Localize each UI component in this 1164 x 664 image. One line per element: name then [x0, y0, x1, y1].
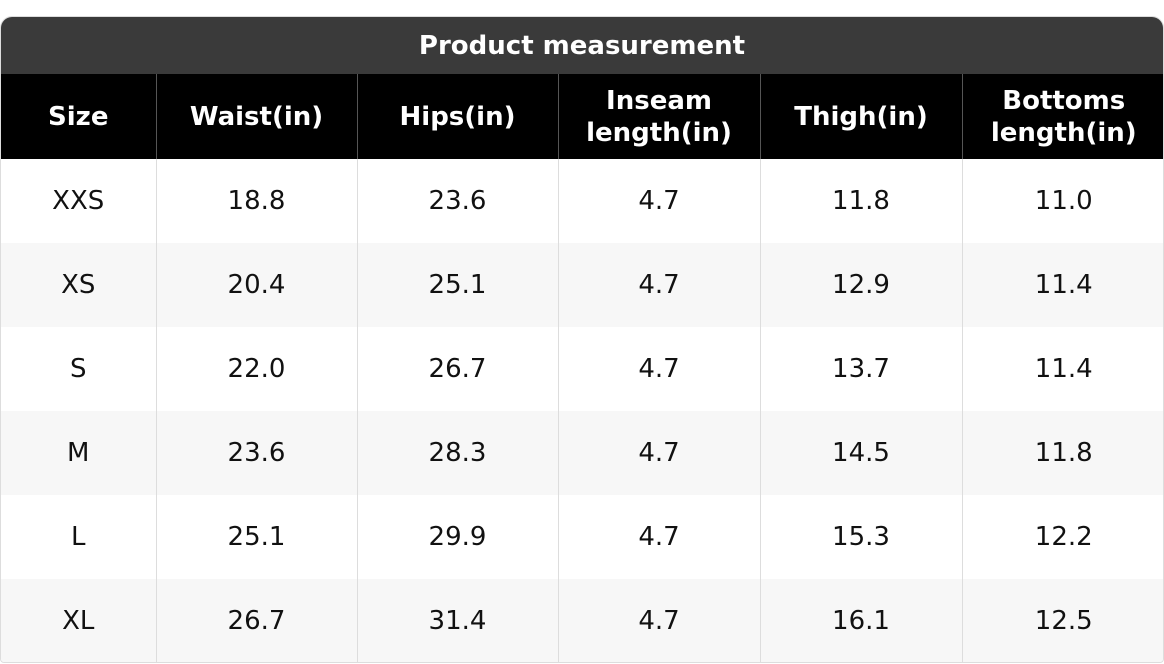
value-cell: 22.0: [155, 327, 357, 411]
header-cell: Inseam length(in): [557, 74, 760, 159]
value-cell: 4.7: [557, 411, 760, 495]
table-row: L 25.1 29.9 4.7 15.3 12.2: [1, 495, 1163, 579]
value-cell: 11.0: [961, 159, 1163, 243]
header-cell: Size: [1, 74, 156, 159]
header-row: Size Waist(in) Hips(in) Inseam length(in) Th…: [1, 74, 1163, 159]
table-body: XXS 18.8 23.6 4.7 11.8 11.0 XS 20.4 25.1 4.7 12.9 1…: [1, 159, 1163, 662]
size-cell: L: [71, 522, 86, 552]
value-cell: 31.4: [356, 579, 558, 662]
table-row: XS 20.4 25.1 4.7 12.9 11.4: [1, 243, 1163, 327]
header-cell: Waist(in): [155, 74, 357, 159]
value-cell: 16.1: [759, 579, 962, 662]
value-cell: 15.3: [759, 495, 962, 579]
size-cell: S: [69, 354, 87, 384]
value-cell: 25.1: [155, 495, 357, 579]
header-cell: Bottoms length(in): [961, 74, 1163, 159]
value-cell: 18.8: [155, 159, 357, 243]
value-cell: 13.7: [759, 327, 962, 411]
table-title: Product measurement: [1, 17, 1163, 74]
value-cell: 4.7: [557, 579, 760, 662]
value-cell: 28.3: [356, 411, 558, 495]
table-row: S 22.0 26.7 4.7 13.7 11.4: [1, 327, 1163, 411]
table-row: M 23.6 28.3 4.7 14.5 11.8: [1, 411, 1163, 495]
value-cell: 4.7: [557, 327, 760, 411]
value-cell: 11.4: [961, 243, 1163, 327]
value-cell: 12.2: [961, 495, 1163, 579]
table-row: XXS 18.8 23.6 4.7 11.8 11.0: [1, 159, 1163, 243]
value-cell: 4.7: [557, 495, 760, 579]
value-cell: 12.5: [961, 579, 1163, 662]
measurement-table: Product measurement Size Waist(in) Hips(in…: [0, 16, 1164, 663]
header-cell: Hips(in): [356, 74, 558, 159]
table-row: XL 26.7 31.4 4.7 16.1 12.5: [1, 579, 1163, 662]
size-cell: XL: [1, 579, 156, 662]
value-cell: 23.6: [155, 411, 357, 495]
value-cell: 29.9: [356, 495, 558, 579]
value-cell: 23.6: [356, 159, 558, 243]
size-table: Size Waist(in) Hips(in) Inseam length(in) Th…: [1, 74, 1163, 662]
value-cell: 4.7: [557, 159, 760, 243]
value-cell: 20.4: [155, 243, 357, 327]
value-cell: 11.8: [759, 159, 962, 243]
size-cell: XXS: [52, 186, 105, 216]
value-cell: 4.7: [557, 243, 760, 327]
value-cell: 14.5: [759, 411, 962, 495]
value-cell: 12.9: [759, 243, 962, 327]
value-cell: 11.4: [961, 327, 1163, 411]
value-cell: 11.8: [961, 411, 1163, 495]
value-cell: 25.1: [356, 243, 558, 327]
value-cell: 26.7: [155, 579, 357, 662]
size-cell: M: [1, 411, 156, 495]
value-cell: 26.7: [356, 327, 558, 411]
size-cell: XS: [1, 243, 156, 327]
header-cell: Thigh(in): [759, 74, 962, 159]
